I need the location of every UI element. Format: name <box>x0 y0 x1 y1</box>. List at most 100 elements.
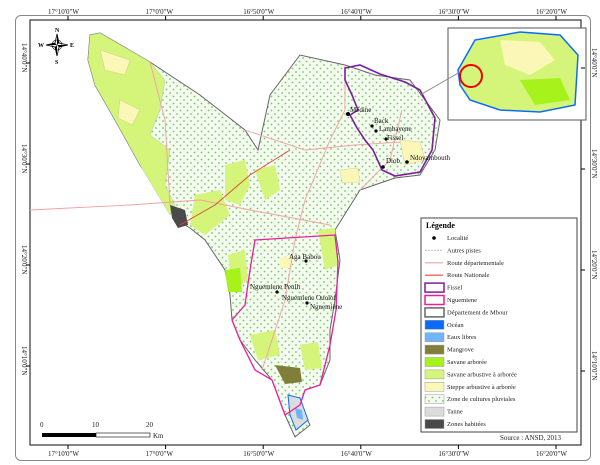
lat-tick-label-left: 14°20'0"N <box>20 245 28 274</box>
locality-dot <box>370 124 374 128</box>
legend-label: Fissel <box>447 285 462 292</box>
routes-departementales <box>29 61 403 371</box>
legend-swatch <box>424 320 445 330</box>
legend-item: Savane arbustive à arborée <box>424 369 517 380</box>
locality-label: Diob <box>386 157 401 165</box>
legend-label: Département de Mbour <box>447 309 508 316</box>
locality-label: Ndoyambouth <box>410 154 451 162</box>
legend-label: Mangrove <box>447 347 474 354</box>
lon-tick-label-top: 16°20'0"W <box>536 8 567 16</box>
legend-label: Savane arbustive à arborée <box>447 371 517 378</box>
lon-tick-label-top: 16°50'0"W <box>243 8 274 16</box>
locality-dot <box>374 129 378 133</box>
savane-arbustive-area <box>300 342 322 370</box>
legend-item: Tanne <box>424 406 463 417</box>
locality-label: Aga Babou <box>289 253 321 261</box>
zones-habitees-area <box>170 205 188 228</box>
locality-dot <box>305 301 309 305</box>
commune-nguemiene-boundary <box>231 234 339 416</box>
locality-dot <box>346 112 350 116</box>
locality-label: Back <box>374 117 389 125</box>
legend-item: Zone de cultures pluviales <box>424 394 516 404</box>
eaux-libres-area <box>295 408 303 420</box>
source-text: Source : ANSD, 2013 <box>500 434 562 442</box>
outer-border <box>15 15 591 461</box>
steppe-area <box>339 167 361 184</box>
legend-swatch <box>432 236 436 240</box>
legend: Légende Localité Autres pistes Route départ… <box>420 217 578 433</box>
locality-label: Fissel <box>387 134 403 142</box>
lon-tick-label-bottom: 16°30'0"W <box>438 450 469 458</box>
legend-item: Eaux libres <box>424 332 477 342</box>
svg-text:S: S <box>55 60 59 66</box>
svg-text:0: 0 <box>40 421 44 429</box>
legend-swatch <box>424 357 445 367</box>
map-frame <box>29 19 582 446</box>
lat-tick-label-right: 14°10'0"N <box>590 351 598 380</box>
legend-item: Nguemiene <box>424 294 477 306</box>
legend-item: Savane arborée <box>424 357 487 367</box>
locality-label: Nguemiène <box>310 303 342 311</box>
legend-label: Route départementale <box>447 260 504 267</box>
legend-swatch <box>424 307 445 318</box>
mangrove-area <box>275 365 302 384</box>
scale-bar: 0 10 20 Km <box>40 421 164 440</box>
locality-dot <box>275 290 279 294</box>
legend-label: Eaux libres <box>447 334 477 341</box>
svg-text:W: W <box>38 43 44 49</box>
lat-tick-label-left: 14°40'0"N <box>20 43 28 72</box>
savane-arbustive-area <box>225 160 250 205</box>
svg-text:E: E <box>70 43 74 49</box>
legend-swatch <box>424 294 445 306</box>
legend-label: Autres pistes <box>447 247 481 254</box>
legend-item: Route départementale <box>425 260 504 267</box>
legend-swatch <box>424 369 445 380</box>
savane-arbustive-area <box>255 165 280 200</box>
lat-tick-label-right: 14°30'0"N <box>590 149 598 178</box>
legend-item: Fissel <box>424 282 462 293</box>
locality-label: Nguemiene Peulh <box>250 283 300 291</box>
legend-swatch <box>424 394 445 404</box>
legend-title: Légende <box>426 221 455 230</box>
legend-label: Route Nationale <box>447 272 490 279</box>
legend-item: Steppe arbustive à arborée <box>424 382 516 392</box>
lat-tick-label-left: 14°30'0"N <box>20 144 28 173</box>
graticule-ticks: 17°10'0"W 17°10'0"W 17°0'0"W 17°0'0"W 16°50'… <box>20 8 598 458</box>
legend-label: Tanne <box>447 409 463 416</box>
legend-item: Route Nationale <box>425 272 490 279</box>
locality-label: Médine <box>350 106 371 114</box>
steppe-area <box>117 99 141 126</box>
lon-tick-label-top: 16°40'0"W <box>341 8 372 16</box>
lat-tick-label-right: 14°20'0"N <box>590 250 598 279</box>
legend-item: Département de Mbour <box>424 307 508 318</box>
localities: Médine Back Lambayene Fissel Diob Ndoyam… <box>250 106 451 311</box>
lon-tick-label-bottom: 17°0'0"W <box>146 450 174 458</box>
legend-item: Zones habitées <box>424 419 486 429</box>
lon-tick-label-bottom: 17°10'0"W <box>48 450 79 458</box>
legend-label: Localité <box>447 235 468 242</box>
steppe-area <box>99 49 131 76</box>
lon-tick-label-bottom: 16°50'0"W <box>243 450 274 458</box>
lat-tick-label-right: 14°40'0"N <box>590 48 598 77</box>
route-nationale <box>179 149 291 226</box>
legend-swatch <box>424 419 445 429</box>
legend-label: Zones habitées <box>447 421 486 428</box>
locality-dot <box>304 259 308 263</box>
legend-swatch <box>424 406 445 417</box>
lon-tick-label-bottom: 16°20'0"W <box>536 450 567 458</box>
legend-label: Océan <box>447 322 464 329</box>
savane-arbustive-area <box>318 228 338 270</box>
legend-label: Zone de cultures pluviales <box>447 396 516 403</box>
locality-dot <box>381 165 385 169</box>
lon-tick-label-top: 17°0'0"W <box>146 8 174 16</box>
svg-text:N: N <box>55 28 60 34</box>
inset-highlight-circle <box>459 64 483 88</box>
legend-label: Nguemiene <box>447 297 477 304</box>
locality-label: Lambayene <box>379 125 412 133</box>
legend-swatch <box>424 282 445 293</box>
legend-item: Océan <box>424 320 464 330</box>
legend-label: Savane arborée <box>447 359 487 366</box>
legend-label: Steppe arbustive à arborée <box>447 384 516 391</box>
locality-dot <box>405 160 409 164</box>
